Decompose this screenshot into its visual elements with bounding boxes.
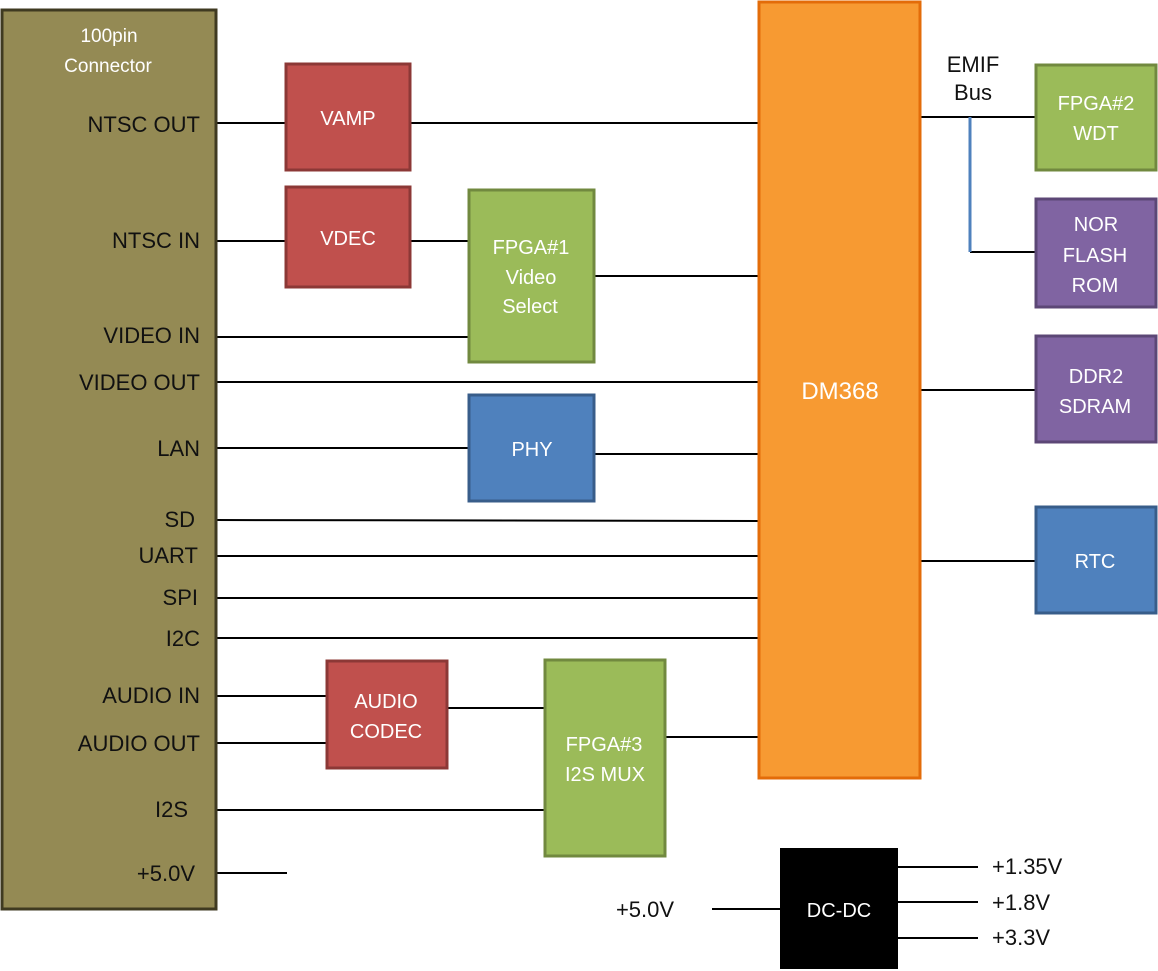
nor-flash-label-line2: FLASH bbox=[1063, 245, 1127, 267]
audio-codec-label-line2: CODEC bbox=[350, 721, 422, 743]
nor-flash-box bbox=[1034, 197, 1158, 309]
block-rtc: RTC bbox=[1034, 505, 1158, 615]
pin-labels: NTSC OUT NTSC IN VIDEO IN VIDEO OUT LAN … bbox=[78, 112, 200, 886]
fpga3-label-line2: I2S MUX bbox=[565, 764, 645, 786]
block-fpga2: FPGA#2 WDT bbox=[1034, 63, 1158, 172]
fpga1-label-line1: FPGA#1 bbox=[493, 237, 570, 259]
pin-power: +5.0V bbox=[137, 861, 195, 886]
pin-video-out: VIDEO OUT bbox=[79, 370, 200, 395]
fpga1-label-line3: Select bbox=[502, 296, 558, 318]
ddr2-label-line2: SDRAM bbox=[1059, 396, 1131, 418]
emif-bus-label-line1: EMIF bbox=[947, 52, 1000, 77]
block-fpga3: FPGA#3 I2S MUX bbox=[543, 658, 667, 858]
audio-codec-box bbox=[325, 659, 449, 770]
phy-box bbox=[467, 393, 596, 503]
pin-audio-out: AUDIO OUT bbox=[78, 731, 200, 756]
power-input-label: +5.0V bbox=[616, 897, 674, 922]
fpga3-box bbox=[543, 658, 667, 858]
connector-title-line2: Connector bbox=[64, 56, 152, 77]
vdec-box bbox=[284, 185, 412, 289]
wire-sd-dm368 bbox=[215, 519, 760, 522]
nor-flash-label-line1: NOR bbox=[1074, 214, 1118, 236]
ddr2-box bbox=[1034, 334, 1158, 444]
block-audio-codec: AUDIO CODEC bbox=[325, 659, 449, 770]
rtc-box bbox=[1034, 505, 1158, 615]
pin-audio-in: AUDIO IN bbox=[102, 683, 200, 708]
block-vdec: VDEC bbox=[284, 185, 412, 289]
vamp-box bbox=[284, 62, 412, 172]
connector-block: 100pin Connector bbox=[0, 8, 218, 911]
dcdc-label: DC-DC bbox=[807, 900, 871, 922]
pin-video-in: VIDEO IN bbox=[103, 323, 200, 348]
dm368-box bbox=[757, 0, 922, 780]
wires bbox=[215, 116, 1036, 939]
fpga2-label-line2: WDT bbox=[1073, 123, 1119, 145]
block-nor-flash: NOR FLASH ROM bbox=[1034, 197, 1158, 309]
vamp-label: VAMP bbox=[320, 108, 375, 130]
dm368-label: DM368 bbox=[801, 378, 878, 405]
pin-ntsc-in: NTSC IN bbox=[112, 228, 200, 253]
emif-bus-label-line2: Bus bbox=[954, 80, 992, 105]
pin-sd: SD bbox=[164, 507, 195, 532]
phy-label: PHY bbox=[511, 439, 552, 461]
block-fpga1: FPGA#1 Video Select bbox=[467, 188, 596, 364]
ddr2-label-line1: DDR2 bbox=[1069, 366, 1123, 388]
fpga2-label-line1: FPGA#2 bbox=[1058, 93, 1135, 115]
power-output-18: +1.8V bbox=[992, 890, 1050, 915]
dcdc-box bbox=[780, 848, 898, 969]
pin-i2c: I2C bbox=[166, 626, 200, 651]
block-dm368: DM368 bbox=[757, 0, 922, 780]
fpga3-label-line1: FPGA#3 bbox=[566, 734, 643, 756]
connector-body bbox=[0, 8, 218, 911]
rtc-label: RTC bbox=[1075, 551, 1116, 573]
block-phy: PHY bbox=[467, 393, 596, 503]
audio-codec-label-line1: AUDIO bbox=[354, 691, 417, 713]
vdec-label: VDEC bbox=[320, 228, 376, 250]
connector-title-line1: 100pin bbox=[80, 26, 137, 47]
power-output-33: +3.3V bbox=[992, 925, 1050, 950]
nor-flash-label-line3: ROM bbox=[1072, 275, 1119, 297]
fpga1-label-line2: Video bbox=[506, 267, 557, 289]
block-dcdc: DC-DC bbox=[780, 848, 898, 969]
fpga2-box bbox=[1034, 63, 1158, 172]
block-vamp: VAMP bbox=[284, 62, 412, 172]
power-output-135: +1.35V bbox=[992, 854, 1063, 879]
pin-uart: UART bbox=[139, 543, 199, 568]
pin-spi: SPI bbox=[163, 585, 198, 610]
pin-lan: LAN bbox=[157, 436, 200, 461]
pin-ntsc-out: NTSC OUT bbox=[88, 112, 200, 137]
fpga1-box bbox=[467, 188, 596, 364]
block-ddr2: DDR2 SDRAM bbox=[1034, 334, 1158, 444]
pin-i2s: I2S bbox=[155, 797, 188, 822]
